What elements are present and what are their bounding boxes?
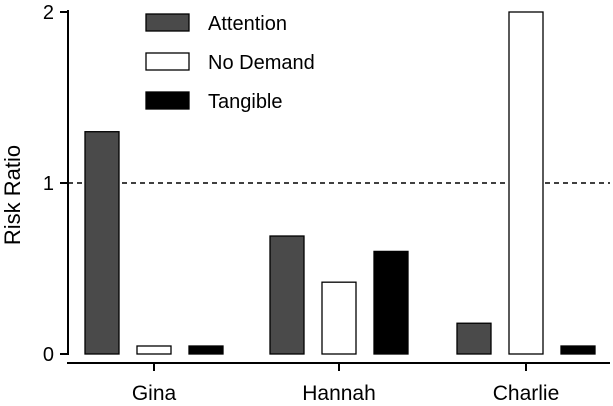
- bar-attention-gina: [84, 131, 120, 355]
- legend-swatch: [145, 52, 190, 71]
- bar-no-demand-gina: [136, 345, 172, 355]
- y-tick-label: 0: [43, 344, 54, 366]
- y-axis-label: Risk Ratio: [0, 145, 25, 245]
- bar-attention-charlie: [456, 322, 492, 355]
- bar-tangible-gina: [188, 345, 224, 355]
- bar-attention-hannah: [269, 235, 305, 355]
- legend-label: Tangible: [208, 91, 283, 113]
- y-tick-label: 2: [43, 2, 54, 24]
- legend-label: Attention: [208, 13, 287, 35]
- legend-swatch: [145, 91, 190, 110]
- x-tick-label: Gina: [132, 382, 177, 405]
- x-tick-label: Charlie: [493, 382, 560, 405]
- legend-label: No Demand: [208, 52, 315, 74]
- bar-no-demand-hannah: [321, 281, 357, 355]
- y-tick-label: 1: [43, 173, 54, 195]
- bar-tangible-hannah: [373, 250, 409, 355]
- x-tick-label: Hannah: [302, 382, 376, 405]
- bar-no-demand-charlie: [508, 11, 544, 355]
- bar-tangible-charlie: [560, 345, 596, 355]
- legend-swatch: [145, 13, 190, 32]
